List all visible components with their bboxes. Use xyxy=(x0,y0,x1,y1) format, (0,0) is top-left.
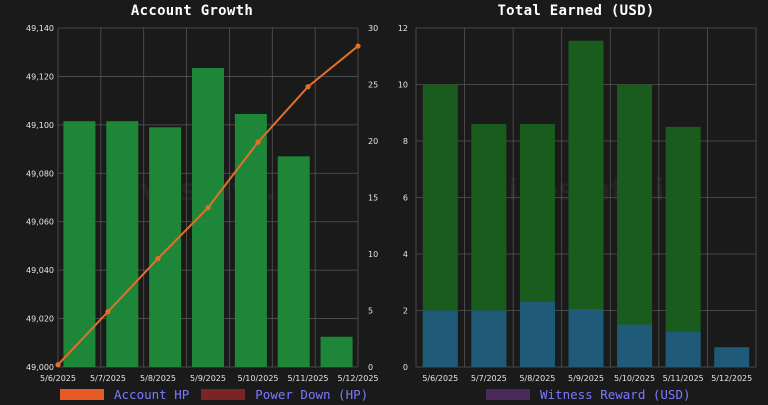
account-growth-legend: Account HP Power Down (HP) xyxy=(60,385,380,403)
x-tick-label: 5/6/2025 xyxy=(40,374,76,383)
legend-item-account-hp[interactable]: Account HP xyxy=(60,387,189,402)
x-tick-label: 5/8/2025 xyxy=(519,374,555,383)
point-power-down xyxy=(55,362,61,368)
y-tick-label: 2 xyxy=(403,307,408,316)
bar-witness-reward xyxy=(665,331,701,367)
y2-tick-label: 25 xyxy=(368,81,378,90)
y2-tick-label: 30 xyxy=(368,24,378,33)
point-power-down xyxy=(305,84,311,90)
bar-witness-reward xyxy=(617,324,653,367)
y-tick-label: 49,040 xyxy=(26,266,54,275)
legend-item-witness-reward[interactable]: Witness Reward (USD) xyxy=(486,387,691,402)
bar-witness-reward xyxy=(471,310,507,367)
y2-tick-label: 15 xyxy=(368,194,378,203)
point-power-down xyxy=(205,205,211,211)
legend-item-power-down[interactable]: Power Down (HP) xyxy=(201,387,368,402)
chart-title: Account Growth xyxy=(130,3,254,19)
y2-tick-label: 10 xyxy=(368,250,378,259)
legend-swatch xyxy=(486,388,530,400)
legend-label: Power Down (HP) xyxy=(255,386,369,402)
legend-swatch xyxy=(60,388,104,400)
point-power-down xyxy=(255,139,261,145)
x-tick-label: 5/7/2025 xyxy=(471,374,507,383)
y2-tick-label: 0 xyxy=(368,363,373,372)
y-tick-label: 8 xyxy=(403,137,408,146)
bar-account-hp xyxy=(277,156,310,367)
account-growth-chart: hivestats.io49,00049,02049,04049,06049,0… xyxy=(26,24,379,383)
x-tick-label: 5/9/2025 xyxy=(568,374,604,383)
legend-label: Witness Reward (USD) xyxy=(540,386,691,402)
point-power-down xyxy=(355,43,361,49)
x-tick-label: 5/12/2025 xyxy=(337,374,378,383)
point-power-down xyxy=(105,309,111,315)
x-tick-label: 5/6/2025 xyxy=(422,374,458,383)
bar-witness-reward xyxy=(422,310,458,367)
x-tick-label: 5/8/2025 xyxy=(140,374,176,383)
bar-account-hp xyxy=(106,121,139,367)
bar-account-hp xyxy=(192,67,224,367)
y2-tick-label: 5 xyxy=(368,307,373,316)
y-tick-label: 49,100 xyxy=(26,121,54,130)
x-tick-label: 5/11/2025 xyxy=(287,374,328,383)
x-tick-label: 5/11/2025 xyxy=(663,374,704,383)
y-tick-label: 12 xyxy=(398,24,408,33)
total-earned-legend: Witness Reward (USD) xyxy=(486,385,703,403)
bar-total-earned xyxy=(665,126,701,367)
y-tick-label: 0 xyxy=(403,363,408,372)
bar-account-hp xyxy=(320,336,353,367)
y-tick-label: 49,140 xyxy=(26,24,54,33)
bar-witness-reward xyxy=(714,347,750,367)
y-tick-label: 49,060 xyxy=(26,218,54,227)
y-tick-label: 4 xyxy=(403,250,408,259)
bar-witness-reward xyxy=(568,309,604,367)
x-tick-label: 5/9/2025 xyxy=(190,374,226,383)
bar-total-earned xyxy=(617,84,653,367)
x-tick-label: 5/7/2025 xyxy=(90,374,126,383)
bar-account-hp xyxy=(149,127,182,368)
total-earned-chart: hivestats.io0246810125/6/20255/7/20255/8… xyxy=(398,24,757,383)
x-tick-label: 5/10/2025 xyxy=(614,374,655,383)
chart-title: Total Earned (USD) xyxy=(497,3,655,19)
legend-swatch xyxy=(201,388,246,400)
account-growth-panel: Account Growth hivestats.io49,00049,0204… xyxy=(26,3,380,403)
x-tick-label: 5/12/2025 xyxy=(711,374,752,383)
legend-label: Account HP xyxy=(114,386,190,402)
y-tick-label: 10 xyxy=(398,81,408,90)
total-earned-panel: Total Earned (USD) hivestats.io024681012… xyxy=(384,0,768,405)
y-tick-label: 49,080 xyxy=(26,169,54,178)
point-power-down xyxy=(155,255,161,262)
bar-account-hp xyxy=(63,121,96,367)
y-tick-label: 49,000 xyxy=(26,363,54,372)
y2-tick-label: 20 xyxy=(368,137,378,146)
y-tick-label: 49,020 xyxy=(26,315,54,324)
bar-account-hp xyxy=(234,113,267,367)
x-tick-label: 5/10/2025 xyxy=(237,374,278,383)
y-tick-label: 49,120 xyxy=(26,72,54,81)
y-tick-label: 6 xyxy=(403,194,408,203)
bar-witness-reward xyxy=(519,302,555,367)
